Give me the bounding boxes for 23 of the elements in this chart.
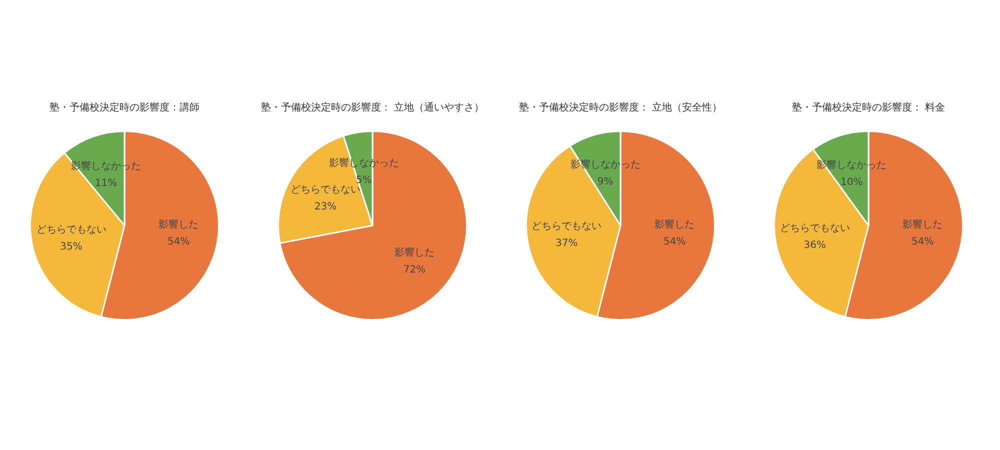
slice-label: 影響した [394,246,435,259]
data-label: 36% [804,240,826,251]
data-label: 10% [840,177,863,188]
data-label: 23% [314,202,337,213]
data-label: 54% [664,236,686,248]
chart-title: 塾・予備校決定時の影響度：講師 [50,102,200,114]
chart-title: 塾・予備校決定時の影響度： 立地（安全性） [518,102,722,114]
data-label: 72% [403,264,426,276]
data-label: 54% [168,236,190,248]
data-label: 35% [60,242,82,252]
data-label: 9% [597,176,614,188]
slice-label: どちらでもない [780,222,850,234]
data-label: 37% [556,238,578,250]
data-label: 54% [912,236,934,248]
slice-label: どちらでもない [290,184,361,196]
chart-title: 塾・予備校決定時の影響度： 料金 [792,102,946,114]
slice-label: どちらでもない [532,221,602,232]
chart-title: 塾・予備校決定時の影響度： 立地（通いやすさ） [260,102,484,114]
slice-label: 影響した [158,218,199,230]
slice-label: 影響した [902,218,943,230]
data-label: 11% [94,178,118,189]
slice-label: 影響した [654,218,695,230]
slice-label: どちらでもない [36,224,106,236]
